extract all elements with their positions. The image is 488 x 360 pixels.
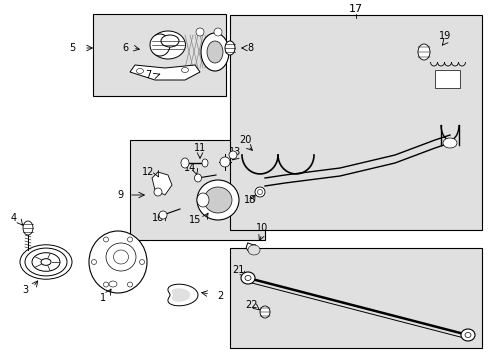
Ellipse shape: [197, 180, 239, 220]
Bar: [130, 140, 264, 240]
Bar: [434, 70, 459, 88]
Ellipse shape: [241, 272, 254, 284]
Ellipse shape: [464, 333, 470, 338]
Ellipse shape: [154, 188, 162, 196]
Text: 16: 16: [152, 213, 164, 223]
Text: 21: 21: [231, 265, 244, 275]
Ellipse shape: [257, 189, 262, 194]
Text: 13: 13: [228, 147, 241, 157]
Ellipse shape: [161, 35, 179, 47]
Ellipse shape: [127, 237, 132, 242]
Ellipse shape: [106, 243, 136, 271]
Ellipse shape: [202, 159, 207, 167]
Ellipse shape: [159, 211, 167, 219]
Ellipse shape: [214, 28, 222, 36]
Ellipse shape: [224, 41, 235, 55]
Text: 5: 5: [69, 43, 75, 53]
Text: 15: 15: [188, 215, 201, 225]
Ellipse shape: [181, 68, 188, 72]
Ellipse shape: [41, 259, 51, 265]
Ellipse shape: [25, 248, 67, 276]
Ellipse shape: [91, 260, 96, 265]
Ellipse shape: [23, 221, 33, 235]
Text: 3: 3: [22, 285, 28, 295]
Text: 14: 14: [183, 163, 196, 173]
Text: 1: 1: [100, 293, 106, 303]
Ellipse shape: [20, 245, 72, 279]
Text: 8: 8: [246, 43, 253, 53]
Ellipse shape: [442, 138, 456, 148]
Ellipse shape: [89, 231, 147, 293]
Ellipse shape: [201, 33, 228, 71]
Text: 20: 20: [238, 135, 251, 145]
Ellipse shape: [113, 250, 128, 264]
Ellipse shape: [127, 282, 132, 287]
Text: 22: 22: [245, 300, 258, 310]
Text: 7: 7: [144, 70, 151, 80]
Bar: [229, 15, 481, 230]
Ellipse shape: [260, 306, 269, 318]
Ellipse shape: [254, 187, 264, 197]
Ellipse shape: [197, 193, 208, 207]
Bar: [229, 248, 481, 348]
Ellipse shape: [103, 237, 108, 242]
Polygon shape: [171, 288, 190, 302]
Ellipse shape: [460, 329, 474, 341]
Text: 10: 10: [255, 223, 267, 233]
Text: 12: 12: [142, 167, 154, 177]
Text: 6: 6: [122, 43, 128, 53]
Ellipse shape: [220, 157, 229, 167]
Text: 9: 9: [117, 190, 123, 200]
Ellipse shape: [417, 44, 429, 60]
Ellipse shape: [244, 275, 250, 280]
Text: 18: 18: [244, 195, 256, 205]
Polygon shape: [167, 284, 198, 306]
Ellipse shape: [206, 41, 223, 63]
Ellipse shape: [247, 245, 260, 255]
Ellipse shape: [203, 187, 231, 213]
Bar: [93, 14, 225, 96]
Ellipse shape: [103, 282, 108, 287]
Ellipse shape: [150, 31, 185, 59]
Text: 19: 19: [438, 31, 450, 41]
Text: 4: 4: [11, 213, 17, 223]
Ellipse shape: [181, 158, 189, 168]
Polygon shape: [245, 243, 257, 252]
Ellipse shape: [136, 68, 143, 73]
Text: 17: 17: [348, 4, 362, 14]
Polygon shape: [130, 65, 200, 80]
Ellipse shape: [109, 281, 117, 287]
Text: 11: 11: [193, 143, 206, 153]
Polygon shape: [152, 172, 172, 195]
Ellipse shape: [194, 174, 201, 182]
Ellipse shape: [228, 151, 237, 159]
Ellipse shape: [32, 253, 60, 271]
Text: 2: 2: [217, 291, 223, 301]
Ellipse shape: [150, 34, 170, 56]
Ellipse shape: [139, 260, 144, 265]
Ellipse shape: [196, 28, 203, 36]
